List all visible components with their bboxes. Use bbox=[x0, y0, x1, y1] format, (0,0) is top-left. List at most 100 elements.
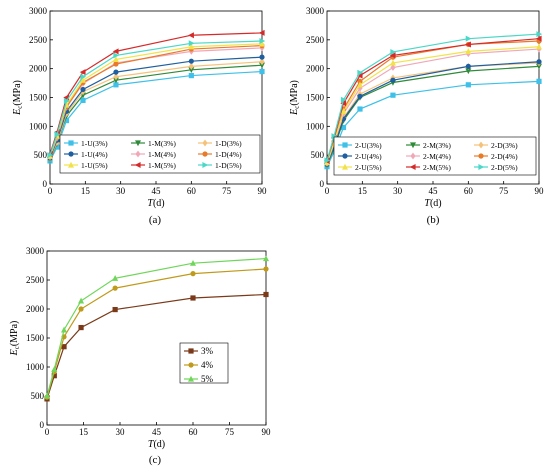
series-3% bbox=[44, 291, 269, 402]
data-point bbox=[340, 108, 347, 114]
y-tick-label: 2000 bbox=[26, 304, 45, 314]
legend-label: 4% bbox=[201, 360, 214, 370]
data-point bbox=[54, 131, 61, 138]
panel-label: (b) bbox=[427, 214, 440, 226]
legend-item: 5% bbox=[184, 374, 214, 384]
data-point bbox=[465, 63, 471, 69]
data-point bbox=[357, 69, 364, 76]
y-tick-label: 3000 bbox=[306, 6, 325, 16]
legend: 3% 4% 5% bbox=[179, 342, 229, 384]
data-point bbox=[113, 52, 120, 59]
legend-label: 2-U(3%) bbox=[355, 141, 382, 150]
data-point bbox=[263, 291, 269, 298]
legend-item: 1-U(5%) bbox=[64, 161, 108, 170]
data-point bbox=[390, 77, 396, 83]
x-tick-label: 45 bbox=[152, 427, 162, 437]
data-point bbox=[263, 255, 269, 262]
plot-frame bbox=[46, 250, 267, 426]
data-point bbox=[188, 40, 195, 47]
x-tick-label: 90 bbox=[262, 427, 272, 437]
data-point bbox=[188, 43, 195, 50]
y-tick-label: 1500 bbox=[306, 93, 325, 103]
legend-label: 1-D(5%) bbox=[215, 161, 242, 170]
y-tick-label: 0 bbox=[43, 179, 48, 189]
x-tick-label: 90 bbox=[258, 186, 268, 196]
legend-label: 2-M(4%) bbox=[423, 152, 451, 161]
data-point bbox=[536, 78, 542, 84]
data-point bbox=[390, 48, 397, 55]
x-tick-label: 0 bbox=[325, 186, 330, 196]
legend-item: 2-M(4%) bbox=[406, 152, 451, 161]
legend-label: 1-U(3%) bbox=[81, 139, 108, 148]
series-1-D(5%) bbox=[47, 37, 266, 159]
data-point bbox=[465, 48, 472, 54]
legend-item: 1-U(4%) bbox=[64, 150, 108, 159]
legend-label: 2-D(4%) bbox=[491, 152, 518, 161]
legend-box bbox=[333, 136, 537, 176]
legend-label: 2-D(5%) bbox=[491, 163, 518, 172]
data-point bbox=[356, 72, 363, 79]
data-point bbox=[356, 81, 363, 88]
data-point bbox=[47, 152, 54, 159]
y-tick-label: 0 bbox=[40, 420, 45, 430]
x-axis-label: T(d) bbox=[424, 198, 441, 209]
legend-item: 2-M(5%) bbox=[406, 163, 451, 172]
data-point bbox=[113, 61, 119, 67]
y-tick-label: 1500 bbox=[26, 333, 45, 343]
data-point bbox=[188, 58, 194, 64]
x-tick-label: 0 bbox=[48, 186, 53, 196]
legend-item: 1-U(3%) bbox=[64, 139, 108, 148]
data-point bbox=[259, 62, 265, 69]
legend-label: 2-U(5%) bbox=[355, 163, 382, 172]
data-point bbox=[80, 73, 87, 80]
series-line bbox=[46, 268, 267, 398]
x-axis-label: T(d) bbox=[148, 439, 165, 450]
data-point bbox=[190, 271, 196, 277]
data-point bbox=[340, 96, 347, 103]
data-point bbox=[390, 92, 396, 98]
y-tick-label: 500 bbox=[31, 391, 45, 401]
legend-label: 2-D(3%) bbox=[491, 141, 518, 150]
data-point bbox=[112, 56, 119, 63]
legend-swatch-marker bbox=[342, 142, 348, 148]
legend-label: 1-D(4%) bbox=[215, 150, 242, 159]
series-4% bbox=[44, 266, 269, 400]
x-tick-label: 30 bbox=[116, 427, 126, 437]
data-point bbox=[536, 31, 543, 38]
legend: 2-U(3%) 2-M(3%) 2-D(3%) 2-U(4%) 2-M(4%) 2-D(4… bbox=[333, 136, 537, 176]
data-point bbox=[79, 77, 86, 83]
data-point bbox=[44, 392, 50, 399]
data-point bbox=[357, 78, 363, 84]
data-point bbox=[112, 285, 118, 291]
legend-label: 2-M(3%) bbox=[423, 141, 451, 150]
legend-item: 2-D(4%) bbox=[474, 152, 518, 161]
legend-swatch-marker bbox=[478, 164, 485, 170]
legend-label: 2-U(4%) bbox=[355, 152, 382, 161]
legend-label: 2-M(5%) bbox=[423, 163, 451, 172]
data-point bbox=[113, 73, 119, 81]
data-point bbox=[188, 67, 195, 74]
y-tick-label: 1500 bbox=[29, 93, 48, 103]
legend-item: 2-D(3%) bbox=[474, 141, 518, 150]
data-point bbox=[390, 64, 396, 71]
data-point bbox=[465, 35, 472, 42]
y-axis-label: Ec(MPa) bbox=[9, 321, 21, 357]
data-point bbox=[465, 41, 471, 48]
data-point bbox=[54, 144, 60, 150]
data-point bbox=[259, 37, 266, 44]
y-tick-label: 3000 bbox=[29, 6, 48, 16]
legend: 1-U(3%) 1-M(3%) 1-D(3%) 1-U(4%) 1-M(4%) 1-D(4… bbox=[59, 134, 261, 174]
panel-label: (c) bbox=[149, 454, 162, 466]
legend-label: 1-U(5%) bbox=[81, 161, 108, 170]
data-point bbox=[61, 344, 67, 350]
data-point bbox=[51, 366, 58, 372]
legend-swatch-marker bbox=[188, 362, 194, 368]
legend-item: 2-U(5%) bbox=[338, 163, 382, 172]
data-point bbox=[259, 40, 265, 47]
legend-label: 1-M(3%) bbox=[148, 139, 176, 148]
x-axis-label: T(d) bbox=[147, 198, 164, 209]
data-point bbox=[78, 297, 85, 304]
y-tick-label: 3000 bbox=[26, 246, 45, 256]
legend-swatch-marker bbox=[134, 162, 141, 168]
